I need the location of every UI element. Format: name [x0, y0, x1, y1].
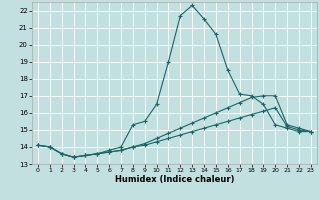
X-axis label: Humidex (Indice chaleur): Humidex (Indice chaleur) — [115, 175, 234, 184]
